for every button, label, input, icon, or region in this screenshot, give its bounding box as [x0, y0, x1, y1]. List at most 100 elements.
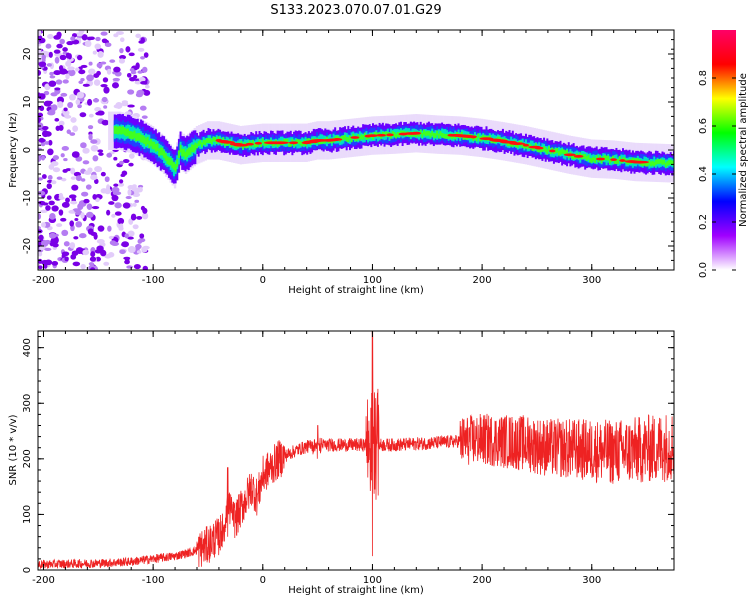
spectrogram-noise-cell: [127, 246, 136, 254]
spectrogram-ridge-cell: [579, 152, 582, 158]
spectrogram-noise-cell: [132, 224, 139, 230]
spectrogram-ridge-cell: [653, 161, 656, 167]
spectrogram-ridge-cell: [166, 156, 169, 164]
spectrogram-noise-cell: [113, 66, 121, 73]
spectrogram-noise-cell: [54, 118, 60, 122]
spectrogram-ridge-cell: [289, 142, 292, 147]
spectrogram-ridge-cell: [135, 133, 138, 142]
spectrogram-peak-cell: [563, 153, 576, 157]
spectrogram-noise-cell: [74, 217, 79, 222]
spectrogram-ridge-cell: [538, 147, 541, 153]
snr-x-tick-label: 300: [582, 575, 601, 586]
spectrogram-noise-cell: [135, 243, 142, 250]
spectrogram-peak-cell: [245, 142, 254, 146]
spectrogram-ridge-cell: [539, 147, 542, 153]
spectrogram-noise-cell: [64, 114, 72, 119]
spectrogram-noise-cell: [90, 251, 96, 258]
spectrogram-noise-cell: [38, 190, 46, 196]
spectrogram-ridge-cell: [126, 128, 129, 137]
spectrogram-noise-cell: [97, 225, 105, 232]
snr-x-tick-label: 100: [363, 575, 382, 586]
spectrogram-ridge-cell: [172, 162, 175, 170]
spectrogram-ridge-cell: [256, 137, 259, 146]
spectrogram-ridge-cell: [179, 144, 182, 153]
spectrogram-noise-cell: [60, 217, 67, 222]
snr-y-tick-label: 100: [22, 505, 33, 524]
spectrogram-noise-cell: [69, 209, 75, 214]
spectrogram-noise-cell: [78, 69, 86, 75]
spectrogram-noise-cell: [80, 142, 87, 149]
spectrogram-noise-cell: [38, 37, 46, 44]
spectrogram-noise-cell: [50, 161, 59, 167]
spectrogram-noise-cell: [47, 174, 53, 180]
spectrogram-noise-cell: [128, 153, 135, 159]
spectrogram-noise-cell: [111, 186, 120, 193]
spectrogram-noise-cell: [127, 104, 135, 108]
colorbar-tick-label: 0.8: [698, 70, 709, 86]
spectrogram-noise-cell: [87, 167, 93, 173]
spectrogram-noise-cell: [48, 200, 55, 206]
spectrogram-ridge-cell: [590, 158, 593, 163]
spectrogram-x-axis-label: Height of straight line (km): [288, 285, 424, 296]
spectrogram-noise-cell: [55, 79, 63, 85]
spectrogram-ridge-cell: [248, 140, 251, 146]
spectrogram-ridge-cell: [371, 134, 374, 140]
spectrogram-noise-cell: [77, 203, 84, 211]
spectrogram-x-tick-label: -200: [32, 275, 55, 286]
spectrogram-ridge-cell: [649, 161, 652, 167]
spectrogram-halo-cell: [108, 111, 111, 150]
snr-x-tick-label: -100: [142, 575, 165, 586]
spectrogram-ridge-cell: [442, 133, 445, 139]
spectrogram-ridge-cell: [531, 146, 534, 151]
spectrogram-ridge-cell: [668, 160, 671, 165]
spectrogram-noise-cell: [43, 90, 50, 96]
spectrogram-noise-cell: [59, 54, 67, 61]
spectrogram-noise-cell: [90, 139, 98, 144]
spectrogram-peak-cell: [411, 131, 422, 135]
spectrogram-noise-cell: [40, 50, 49, 55]
spectrogram-noise-cell: [94, 178, 99, 185]
spectrogram-ridge-cell: [426, 130, 429, 136]
spectrogram-ridge-cell: [556, 148, 559, 153]
spectrogram-ridge-cell: [153, 141, 156, 150]
spectrogram-ridge-cell: [156, 143, 159, 152]
spectrogram-ridge-cell: [521, 143, 524, 148]
spectrogram-noise-cell: [111, 194, 119, 202]
spectrogram-noise-cell: [138, 186, 143, 193]
spectrogram-ridge-cell: [253, 142, 256, 148]
spectrogram-noise-cell: [140, 205, 146, 211]
spectrogram-ridge-cell: [163, 150, 166, 159]
spectrogram-noise-cell: [82, 249, 90, 256]
spectrogram-noise-cell: [122, 159, 130, 164]
spectrogram-noise-cell: [47, 148, 54, 156]
spectrogram-noise-cell: [44, 247, 52, 251]
spectrogram-noise-cell: [121, 101, 129, 107]
spectrogram-ridge-cell: [197, 141, 200, 146]
spectrogram-ridge-cell: [184, 151, 187, 160]
spectrogram-noise-cell: [139, 105, 147, 111]
spectrogram-noise-cell: [113, 183, 119, 187]
spectrogram-noise-cell: [47, 33, 54, 40]
spectrogram-y-tick-label: 10: [22, 96, 33, 109]
spectrogram-noise-cell: [101, 119, 110, 126]
spectrogram-halo-cell: [110, 111, 113, 150]
spectrogram-ridge-cell: [414, 132, 417, 138]
spectrogram-noise-cell: [93, 73, 100, 79]
spectrogram-noise-cell: [61, 177, 67, 182]
spectrogram-noise-cell: [106, 209, 111, 216]
spectrogram-noise-cell: [65, 73, 70, 80]
spectrogram-ridge-cell: [653, 156, 656, 166]
spectrogram-noise-cell: [69, 242, 76, 249]
spectrogram-ridge-cell: [321, 134, 324, 144]
spectrogram-ridge-cell: [348, 135, 351, 141]
spectrogram-ridge-cell: [582, 153, 585, 159]
spectrogram-noise-cell: [56, 223, 63, 228]
spectrogram-noise-cell: [137, 184, 144, 188]
spectrogram-noise-cell: [96, 62, 103, 68]
spectrogram-noise-cell: [75, 221, 83, 228]
spectrogram-ridge-cell: [202, 139, 205, 145]
spectrogram-ridge-cell: [210, 139, 213, 145]
spectrogram-noise-cell: [71, 151, 80, 158]
colorbar-tick-label: 0.2: [698, 214, 709, 230]
spectrogram-noise-cell: [53, 49, 61, 54]
